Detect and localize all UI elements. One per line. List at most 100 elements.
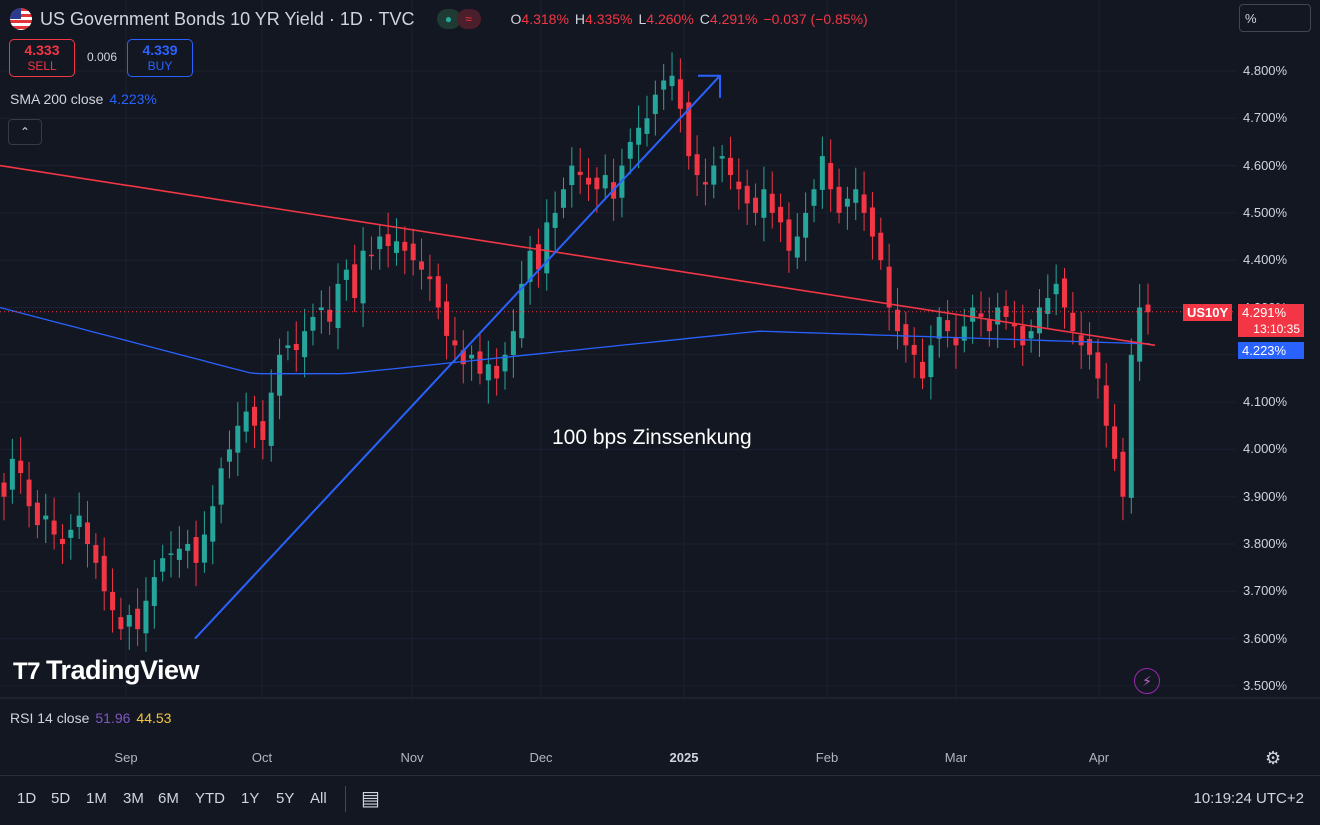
candle-up <box>995 307 1001 325</box>
candle-down <box>1095 352 1101 379</box>
candle-down <box>410 243 416 261</box>
candle-up <box>485 364 491 381</box>
range-button-6m[interactable]: 6M <box>158 790 179 807</box>
sell-button[interactable]: 4.333 SELL <box>9 39 75 77</box>
toolbar-divider <box>345 786 346 812</box>
us-flag-icon <box>10 8 32 30</box>
candle-down <box>861 194 867 213</box>
candle-down <box>452 340 458 346</box>
collapse-legend-button[interactable]: ⌃ <box>8 119 42 145</box>
range-button-5d[interactable]: 5D <box>51 790 71 807</box>
candle-down <box>59 538 65 544</box>
x-tick-label: Nov <box>400 750 424 765</box>
candle-down <box>535 244 541 270</box>
candle-up <box>360 250 366 304</box>
bolt-icon[interactable]: ⚡ <box>1134 668 1160 694</box>
candle-down <box>886 266 892 308</box>
ohlc-item: H4.335% <box>575 11 633 27</box>
candle-down <box>753 197 759 213</box>
candle-up <box>761 189 767 218</box>
symbol-header[interactable]: US Government Bonds 10 YR Yield · 1D · T… <box>10 8 868 30</box>
x-tick-label: Feb <box>815 750 839 765</box>
candle-down <box>427 276 433 280</box>
arrow-line <box>194 75 721 640</box>
candle-up <box>644 118 650 134</box>
y-tick-label: 3.900% <box>1243 488 1288 504</box>
candle-down <box>260 421 266 440</box>
candle-down <box>101 555 107 592</box>
candle-up <box>335 283 341 329</box>
candle-down <box>460 350 466 365</box>
ohlc-item: O4.318% <box>511 11 569 27</box>
candle-down <box>953 337 959 346</box>
x-tick-label: Sep <box>114 750 138 765</box>
candle-down <box>368 254 374 257</box>
candle-up <box>711 165 717 185</box>
gear-icon[interactable]: ⚙ <box>1265 748 1282 768</box>
sma-legend[interactable]: SMA 200 close 4.223% <box>10 91 157 107</box>
candle-up <box>519 283 525 339</box>
range-button-all[interactable]: All <box>310 790 327 807</box>
rsi-label: RSI 14 close <box>10 710 90 726</box>
candle-up <box>377 236 383 250</box>
candle-down <box>135 608 141 630</box>
range-button-3m[interactable]: 3M <box>123 790 144 807</box>
candle-up <box>510 331 516 355</box>
ohlc-value: −0.037 (−0.85%) <box>763 11 868 27</box>
candle-up <box>936 316 942 339</box>
range-button-5y[interactable]: 5Y <box>276 790 295 807</box>
y-tick-label: 4.600% <box>1243 157 1288 173</box>
range-button-1y[interactable]: 1Y <box>241 790 260 807</box>
ohlc-readout: O4.318% H4.335% L4.260% C4.291% −0.037 (−0.8… <box>511 11 868 27</box>
buy-button[interactable]: 4.339 BUY <box>127 39 193 77</box>
price-chart[interactable] <box>0 0 1320 700</box>
candle-up <box>210 506 216 542</box>
candle-up <box>502 354 508 372</box>
candle-up <box>1045 298 1051 314</box>
candle-down <box>903 324 909 346</box>
candle-down <box>1112 426 1118 459</box>
chart-annotation[interactable]: 100 bps Zinssenkung <box>552 426 752 449</box>
clock[interactable]: 10:19:24 UTC+2 <box>1193 790 1305 807</box>
candle-up <box>552 212 558 228</box>
ohlc-key: C <box>699 11 710 27</box>
candle-down <box>677 79 683 109</box>
candle-up <box>151 577 157 606</box>
candle-down <box>352 264 358 299</box>
arrow-head <box>698 74 721 98</box>
ohlc-item: −0.037 (−0.85%) <box>763 11 867 27</box>
y-tick-label: 3.700% <box>1243 583 1288 599</box>
candle-up <box>928 345 934 378</box>
candle-up <box>302 331 308 358</box>
candle-down <box>744 185 750 204</box>
scale-unit-box[interactable]: % <box>1239 4 1311 32</box>
candle-up <box>961 326 967 341</box>
candle-down <box>51 520 57 535</box>
bottom-toolbar <box>0 775 1320 825</box>
candle-down <box>727 157 733 176</box>
rsi-legend[interactable]: RSI 14 close 51.96 44.53 <box>10 710 171 726</box>
candle-down <box>1 482 7 497</box>
candle-down <box>778 206 784 223</box>
candle-down <box>586 177 592 185</box>
candle-up <box>844 198 850 207</box>
range-button-1m[interactable]: 1M <box>86 790 107 807</box>
range-button-1d[interactable]: 1D <box>17 790 37 807</box>
sma-label: SMA 200 close <box>10 91 104 107</box>
candle-up <box>235 425 241 453</box>
ohlc-item: L4.260% <box>639 11 694 27</box>
ohlc-key: H <box>574 11 586 27</box>
candle-down <box>494 365 500 379</box>
candle-down <box>385 234 391 247</box>
candle-down <box>920 361 926 379</box>
sma-200-line <box>0 306 1151 375</box>
range-button-ytd[interactable]: YTD <box>195 790 225 807</box>
last-price-tag: 4.291% <box>1238 304 1304 321</box>
candle-down <box>836 186 842 213</box>
calendar-range-icon[interactable]: ▤ <box>361 788 380 810</box>
candle-down <box>110 592 116 611</box>
market-status-pill[interactable]: ● ≈ <box>436 9 481 29</box>
candle-down <box>193 537 199 563</box>
x-tick-label: Mar <box>944 750 968 765</box>
candle-up <box>160 558 166 572</box>
